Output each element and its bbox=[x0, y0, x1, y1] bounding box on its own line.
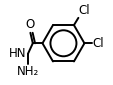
Text: NH₂: NH₂ bbox=[17, 65, 39, 78]
Text: Cl: Cl bbox=[78, 4, 90, 17]
Text: O: O bbox=[25, 18, 34, 31]
Text: Cl: Cl bbox=[91, 37, 103, 50]
Text: HN: HN bbox=[8, 47, 26, 60]
